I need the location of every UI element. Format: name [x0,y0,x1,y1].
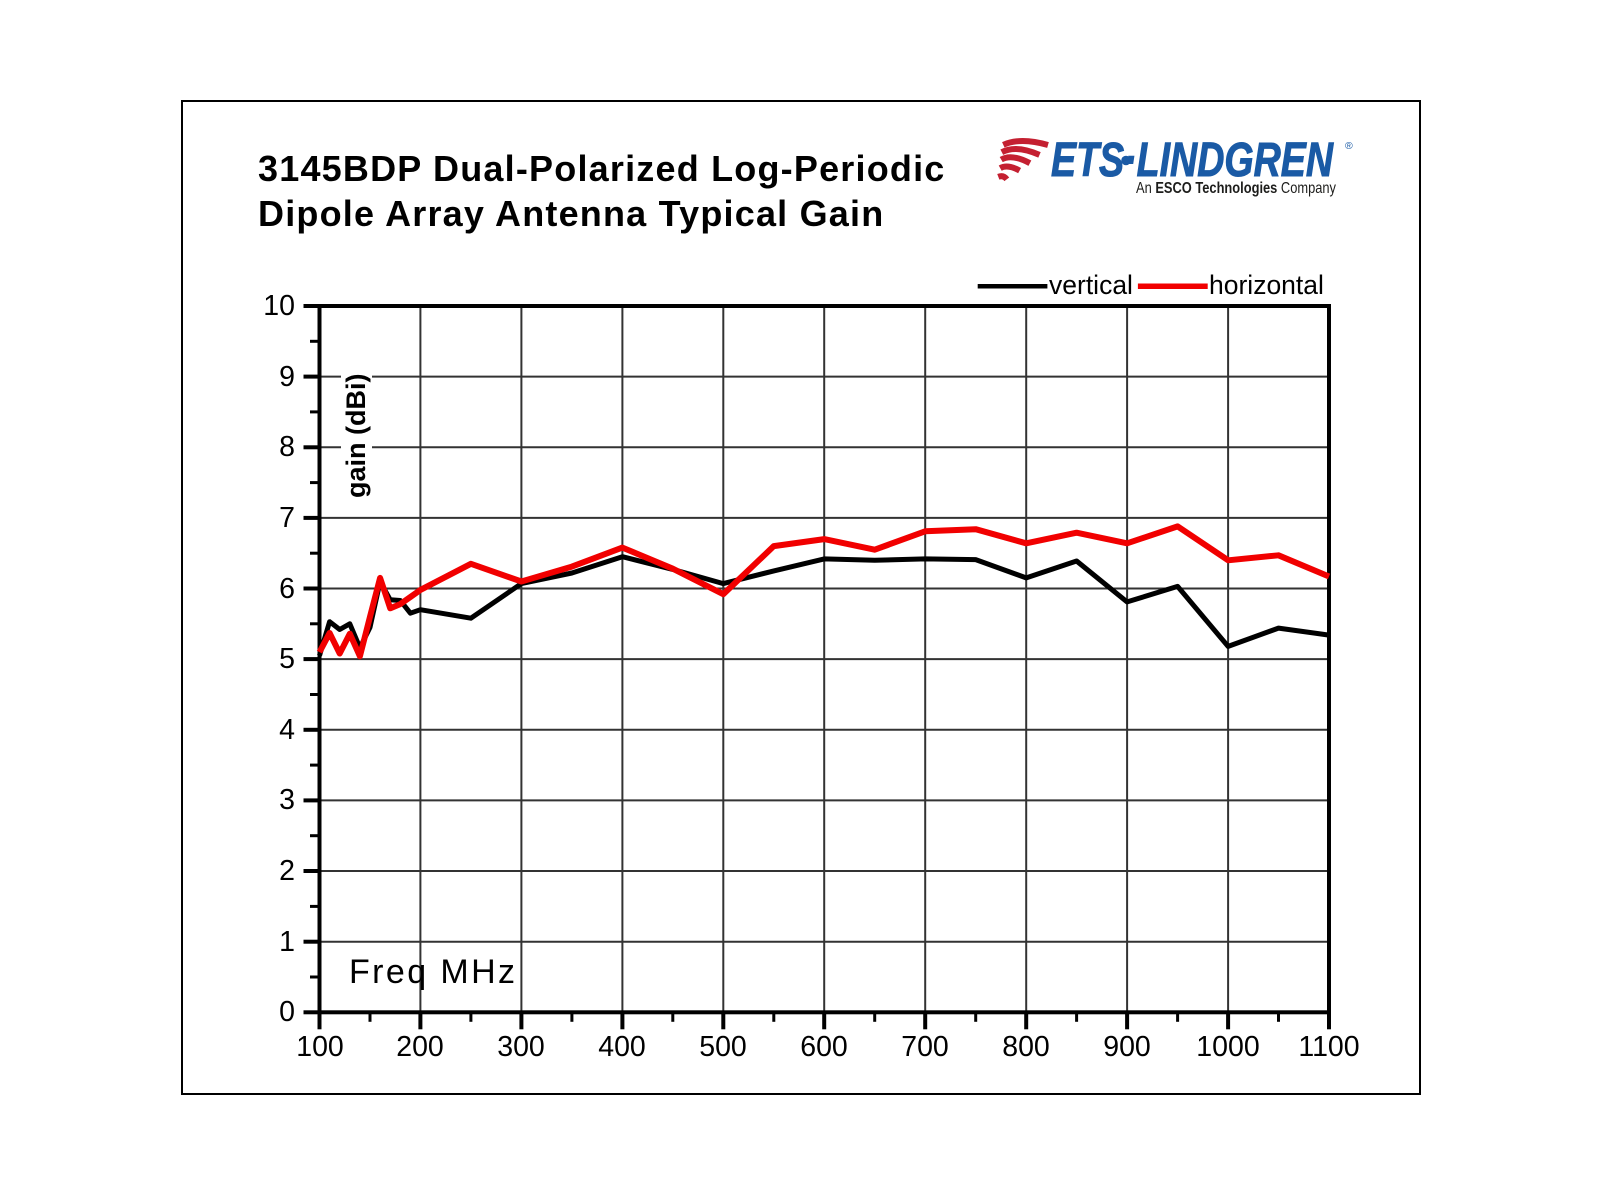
svg-text:ETS·LINDGREN: ETS·LINDGREN [1051,134,1334,187]
svg-text:®: ® [1345,140,1353,152]
svg-text:An ESCO Technologies Company: An ESCO Technologies Company [1136,180,1336,197]
